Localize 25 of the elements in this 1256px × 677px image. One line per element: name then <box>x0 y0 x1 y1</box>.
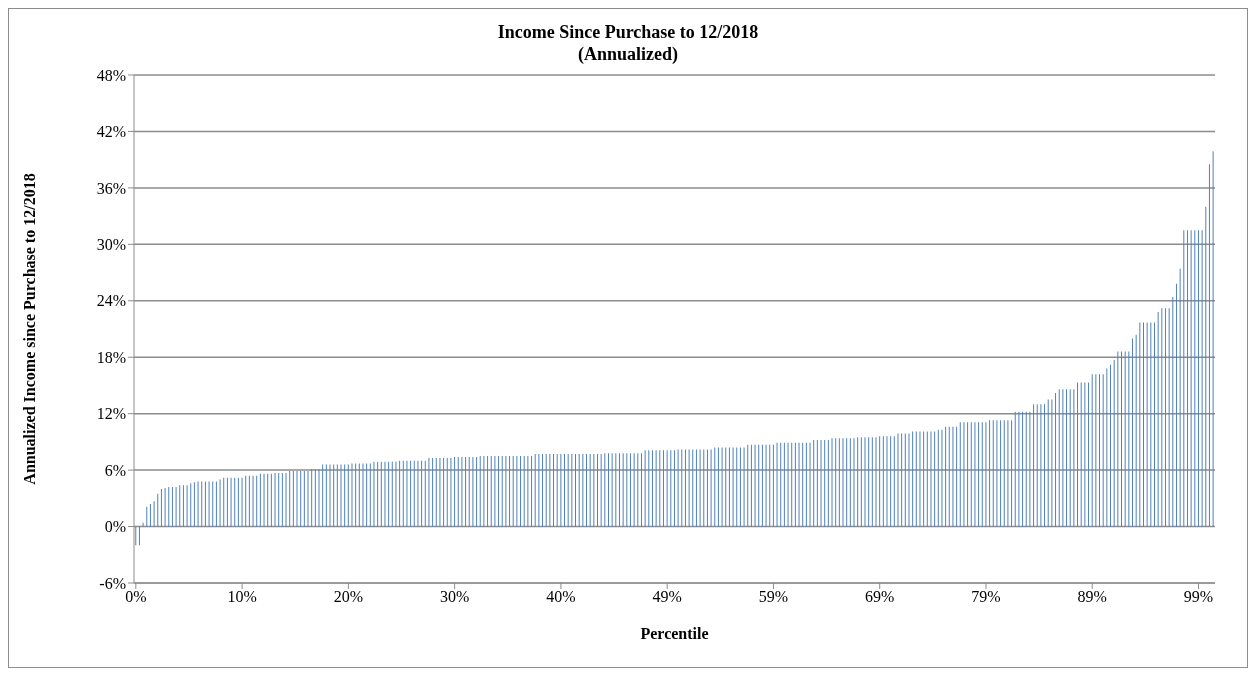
x-tick-label: 0% <box>125 588 147 606</box>
y-axis-title: Annualized Income since Purchase to 12/2018 <box>20 173 38 485</box>
x-tick-label: 20% <box>333 588 364 606</box>
x-tick-label: 89% <box>1077 588 1107 606</box>
y-tick-label: 6% <box>104 461 126 479</box>
y-tick-label: 12% <box>96 405 126 423</box>
chart-title: Income Since Purchase to 12/2018 <box>496 21 760 43</box>
y-tick-label: 36% <box>96 179 126 197</box>
x-axis-title: Percentile <box>640 625 709 642</box>
y-tick-label: 30% <box>96 236 126 254</box>
y-tick-label: 0% <box>104 518 126 536</box>
y-tick-label: -6% <box>99 574 126 592</box>
y-tick-label: 42% <box>96 123 126 141</box>
x-tick-label: 69% <box>865 588 895 606</box>
y-tick-label: 24% <box>96 292 126 310</box>
x-tick-label: 40% <box>546 588 576 606</box>
x-tick-label: 30% <box>439 588 470 606</box>
y-tick-label: 18% <box>96 348 126 366</box>
chart-subtitle: (Annualized) <box>577 43 679 65</box>
y-tick-label: 48% <box>96 66 126 84</box>
x-tick-label: 10% <box>227 588 257 606</box>
x-tick-label: 49% <box>652 588 682 606</box>
x-tick-label: 99% <box>1183 588 1214 606</box>
x-tick-label: 79% <box>971 588 1001 606</box>
x-tick-label: 59% <box>758 588 789 606</box>
